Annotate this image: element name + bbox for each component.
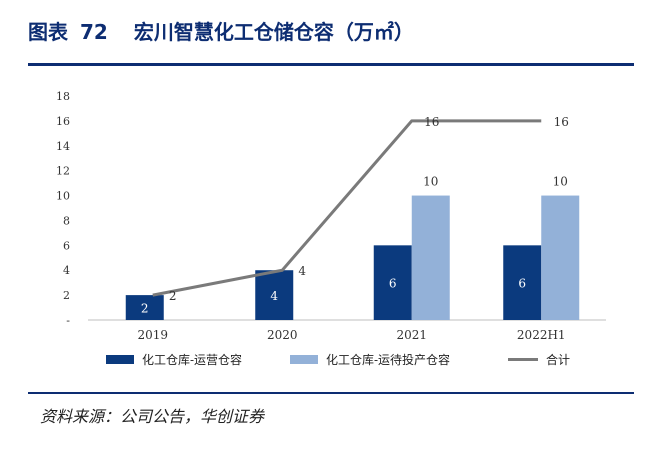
legend-item-operating: 化工仓库-运营仓容: [106, 350, 242, 368]
y-tick-label: 14: [56, 140, 70, 153]
data-label-operating: 6: [389, 277, 397, 291]
data-label-total: 4: [298, 264, 306, 278]
bar-operating: [125, 295, 164, 320]
bar-series: [125, 195, 580, 320]
data-label-operating: 4: [270, 289, 278, 303]
y-axis: - 2 4 6 8 10 12 14 16 18: [56, 90, 70, 327]
data-label-pending: 10: [423, 175, 438, 189]
chart-title: 宏川智慧化工仓储仓容（万㎡）: [133, 20, 414, 44]
data-label-operating: 2: [141, 302, 149, 316]
y-tick-label: 12: [56, 165, 70, 178]
y-tick-label: 8: [63, 214, 70, 227]
legend-swatch-pending: [290, 354, 318, 364]
total-line: [152, 119, 542, 297]
bar-operating: [255, 270, 294, 320]
data-labels: 2 4 6 10 6 10 2 4 16 16: [141, 115, 569, 316]
data-label-total: 2: [169, 289, 177, 303]
y-tick-label: 2: [63, 289, 70, 302]
x-tick-label: 2022H1: [517, 328, 566, 342]
legend-swatch-operating: [106, 354, 134, 364]
x-tick-label: 2020: [267, 328, 298, 342]
x-tick-label: 2019: [137, 328, 168, 342]
legend-swatch-total: [508, 357, 538, 361]
legend-label-total: 合计: [546, 352, 571, 367]
y-tick-label: 6: [63, 239, 70, 252]
x-axis: 2019 2020 2021 2022H1: [137, 328, 565, 342]
data-label-total: 16: [554, 115, 569, 129]
source-rule: [28, 392, 634, 394]
bar-pending: [411, 195, 450, 320]
bar-operating: [373, 245, 412, 320]
line-series: [152, 119, 542, 297]
y-tick-label: 4: [63, 264, 70, 277]
legend-label-pending: 化工仓库-运待投产仓容: [326, 352, 451, 367]
y-tick-label: 16: [56, 115, 70, 128]
legend-label-operating: 化工仓库-运营仓容: [142, 352, 243, 367]
y-tick-label: -: [66, 314, 70, 327]
figure-number: 72: [80, 20, 108, 44]
y-tick-label: 10: [56, 190, 70, 203]
legend-item-pending: 化工仓库-运待投产仓容: [290, 350, 450, 368]
chart-area: - 2 4 6 8 10 12 14 16 18 2019 2020 2021 2022H1 2 4 6 10…: [56, 90, 606, 342]
bar-pending: [541, 195, 580, 320]
source-note: 资料来源：公司公告，华创证券: [40, 407, 265, 426]
x-tick-label: 2021: [396, 328, 427, 342]
data-label-operating: 6: [518, 277, 526, 291]
data-label-total: 16: [424, 115, 439, 129]
legend-item-total: 合计: [508, 350, 570, 368]
y-tick-label: 18: [56, 90, 70, 103]
title-rule: [28, 63, 634, 66]
bar-operating: [503, 245, 542, 320]
figure-title: 图表 72 宏川智慧化工仓储仓容（万㎡）: [28, 16, 414, 48]
figure-label: 图表: [28, 20, 68, 44]
data-label-pending: 10: [553, 175, 568, 189]
